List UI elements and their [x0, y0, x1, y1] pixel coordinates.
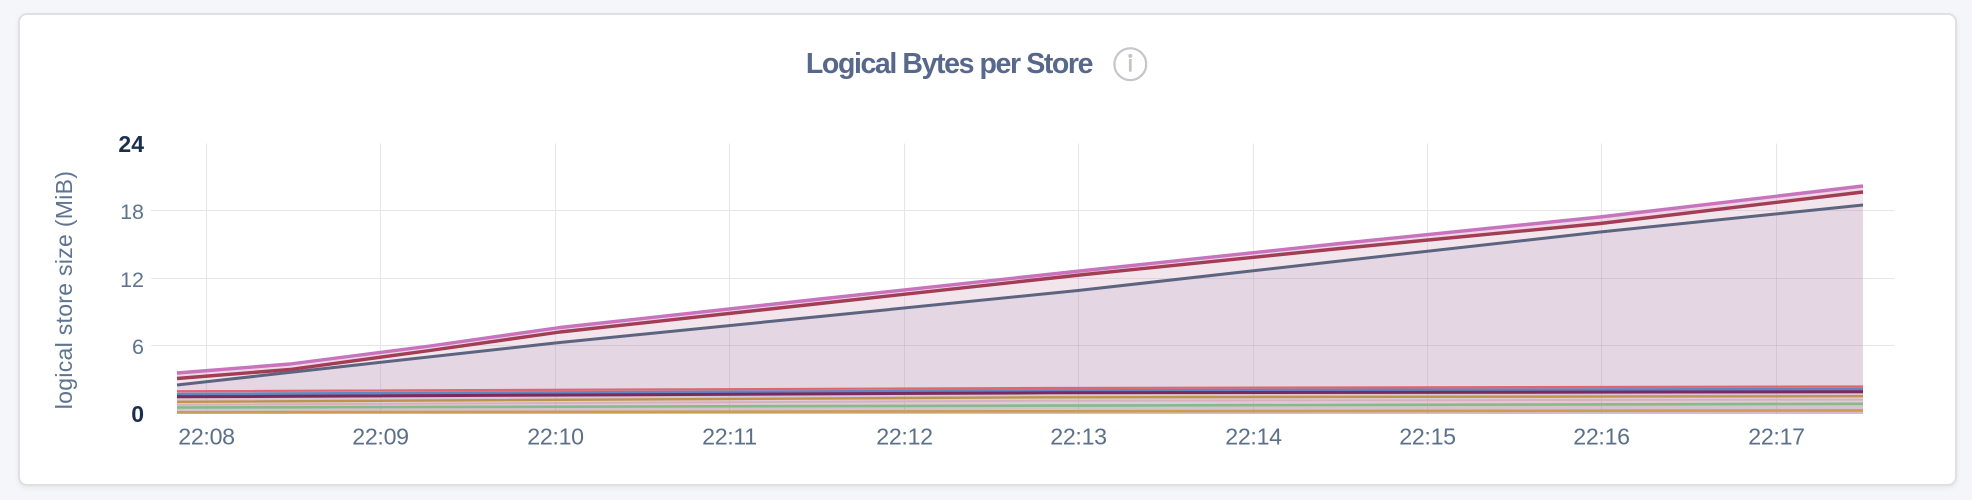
svg-text:22:16: 22:16 — [1573, 424, 1630, 450]
svg-text:0: 0 — [131, 401, 144, 427]
svg-text:22:13: 22:13 — [1050, 424, 1107, 450]
svg-text:24: 24 — [118, 131, 144, 157]
svg-text:logical store size (MiB): logical store size (MiB) — [51, 171, 77, 410]
svg-text:22:09: 22:09 — [352, 424, 409, 450]
svg-text:22:08: 22:08 — [178, 424, 235, 450]
svg-text:12: 12 — [120, 268, 144, 292]
svg-text:22:15: 22:15 — [1399, 424, 1456, 450]
svg-text:22:14: 22:14 — [1225, 424, 1282, 450]
svg-text:Logical Bytes per Store: Logical Bytes per Store — [806, 48, 1093, 80]
svg-text:22:17: 22:17 — [1748, 424, 1805, 450]
svg-text:6: 6 — [132, 335, 144, 359]
svg-text:22:11: 22:11 — [702, 424, 757, 450]
svg-text:22:12: 22:12 — [876, 424, 933, 450]
svg-text:18: 18 — [120, 200, 144, 224]
svg-text:22:10: 22:10 — [527, 424, 584, 450]
